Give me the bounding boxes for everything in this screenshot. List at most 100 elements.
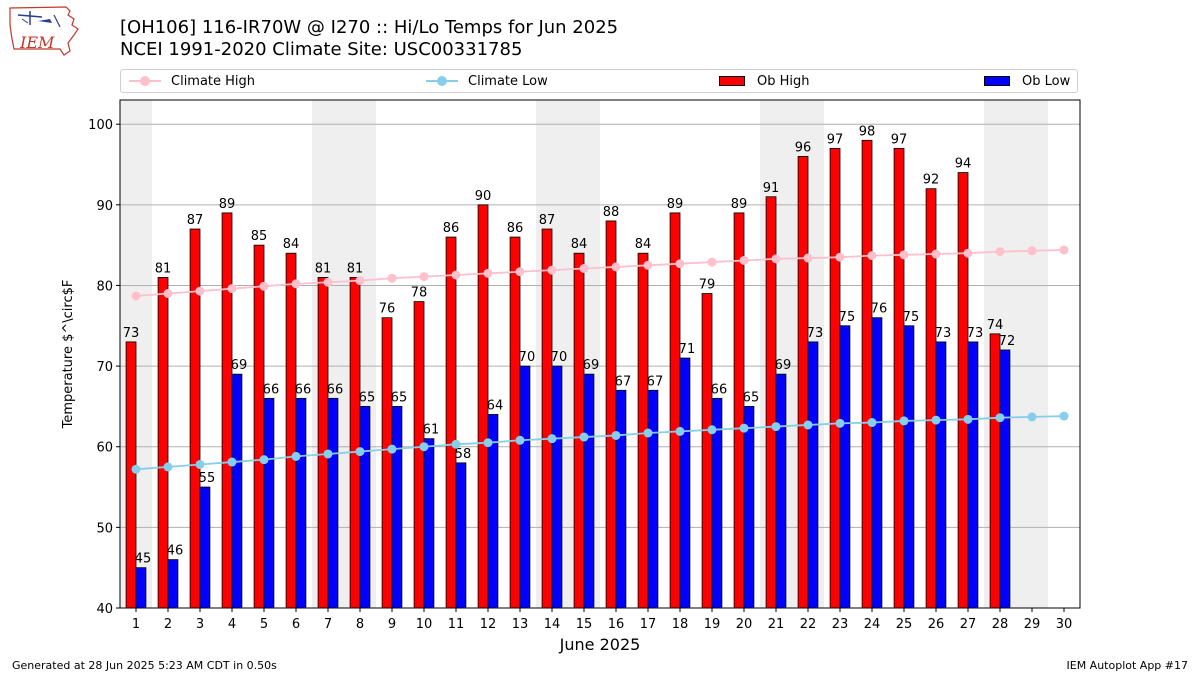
climate-high-point: [419, 272, 429, 282]
iem-logo: IEM: [9, 6, 79, 56]
x-tick-label: 10: [416, 617, 433, 632]
x-tick-label: 25: [896, 617, 913, 632]
bar-ob-high: [125, 341, 137, 609]
climate-high-point: [1027, 246, 1037, 256]
bar-ob-high: [797, 156, 809, 609]
bar-ob-high: [189, 228, 201, 609]
label-ob-low: 55: [199, 471, 216, 486]
label-ob-low: 69: [583, 358, 600, 373]
bar-ob-low: [167, 559, 179, 609]
label-ob-low: 67: [615, 374, 632, 389]
y-tick-label: 80: [96, 279, 113, 294]
y-tick-label: 70: [96, 360, 113, 375]
climate-low-point: [483, 438, 493, 448]
bar-ob-high: [221, 212, 233, 609]
climate-high-point: [675, 259, 685, 269]
label-ob-high: 73: [123, 326, 140, 341]
bar-ob-high: [957, 172, 969, 609]
label-ob-low: 64: [487, 398, 504, 413]
plot-frame: [119, 99, 1081, 609]
x-tick-label: 9: [388, 617, 396, 632]
climate-high-point: [131, 291, 141, 301]
bar-ob-high: [989, 333, 1001, 609]
label-ob-high: 76: [379, 302, 396, 317]
bar-ob-high: [829, 147, 841, 609]
bar-ob-high: [349, 276, 361, 609]
x-tick-label: 11: [448, 617, 465, 632]
label-ob-high: 87: [187, 213, 204, 228]
x-tick-label: 29: [1024, 617, 1041, 632]
climate-high-point: [739, 255, 749, 265]
x-tick-label: 3: [196, 617, 204, 632]
legend-swatch-climate-high: [129, 75, 161, 87]
bar-ob-low: [423, 438, 435, 609]
bar-ob-low: [839, 325, 851, 609]
x-tick-label: 17: [640, 617, 657, 632]
chart-title: [OH106] 116-IR70W @ I270 :: Hi/Lo Temps …: [120, 17, 619, 38]
label-ob-low: 65: [743, 390, 760, 405]
x-tick-label: 6: [292, 617, 300, 632]
climate-low-point: [515, 435, 525, 445]
bar-ob-high: [445, 236, 457, 609]
legend-label-ob-low: Ob Low: [1022, 73, 1071, 89]
label-ob-low: 45: [135, 552, 152, 567]
bar-ob-high: [573, 252, 585, 609]
climate-high-point: [995, 247, 1005, 257]
climate-low-point: [163, 462, 173, 472]
x-tick-label: 27: [960, 617, 977, 632]
label-ob-high: 84: [635, 237, 652, 252]
bar-ob-high: [733, 212, 745, 609]
legend-swatch-ob-low: [984, 76, 1010, 86]
label-ob-low: 66: [295, 382, 312, 397]
x-tick-label: 23: [832, 617, 849, 632]
climate-high-point: [1059, 245, 1069, 255]
bar-ob-high: [253, 244, 265, 609]
climate-high-point: [643, 260, 653, 270]
label-ob-high: 97: [891, 132, 908, 147]
label-ob-low: 66: [327, 382, 344, 397]
climate-low-point: [611, 430, 621, 440]
climate-high-point: [451, 270, 461, 280]
bar-ob-low: [967, 341, 979, 609]
x-tick-label: 28: [992, 617, 1009, 632]
climate-low-point: [963, 414, 973, 424]
climate-high-point: [803, 253, 813, 263]
label-ob-high: 79: [699, 278, 716, 293]
label-ob-high: 87: [539, 213, 556, 228]
legend: Climate High Climate Low Ob High Ob Low: [120, 69, 1078, 93]
x-tick-label: 26: [928, 617, 945, 632]
climate-low-point: [867, 418, 877, 428]
bar-ob-high: [509, 236, 521, 609]
label-ob-high: 81: [347, 261, 364, 276]
label-ob-high: 86: [443, 221, 460, 236]
bar-ob-low: [775, 373, 787, 609]
label-ob-high: 81: [155, 261, 172, 276]
climate-low-point: [899, 416, 909, 426]
label-ob-high: 90: [475, 189, 492, 204]
climate-high-point: [931, 249, 941, 259]
bar-ob-low: [583, 373, 595, 609]
y-tick-label: 40: [96, 602, 113, 617]
climate-low-point: [995, 413, 1005, 423]
climate-low-point: [355, 447, 365, 457]
bar-ob-low: [679, 357, 691, 609]
x-tick-label: 30: [1056, 617, 1073, 632]
label-ob-high: 96: [795, 140, 812, 155]
bar-ob-low: [391, 406, 403, 609]
label-ob-low: 72: [999, 334, 1016, 349]
bar-ob-low: [519, 365, 531, 609]
climate-low-point: [803, 420, 813, 430]
bar-ob-high: [317, 276, 329, 609]
bar-ob-low: [647, 389, 659, 609]
bar-ob-low: [135, 567, 147, 609]
label-ob-low: 61: [423, 423, 440, 438]
label-ob-low: 46: [167, 544, 184, 559]
bar-ob-low: [295, 397, 307, 609]
bar-ob-low: [199, 486, 211, 609]
climate-low-point: [707, 425, 717, 435]
bar-ob-low: [327, 397, 339, 609]
label-ob-high: 97: [827, 132, 844, 147]
bar-ob-low: [999, 349, 1011, 609]
bar-ob-high: [541, 228, 553, 609]
